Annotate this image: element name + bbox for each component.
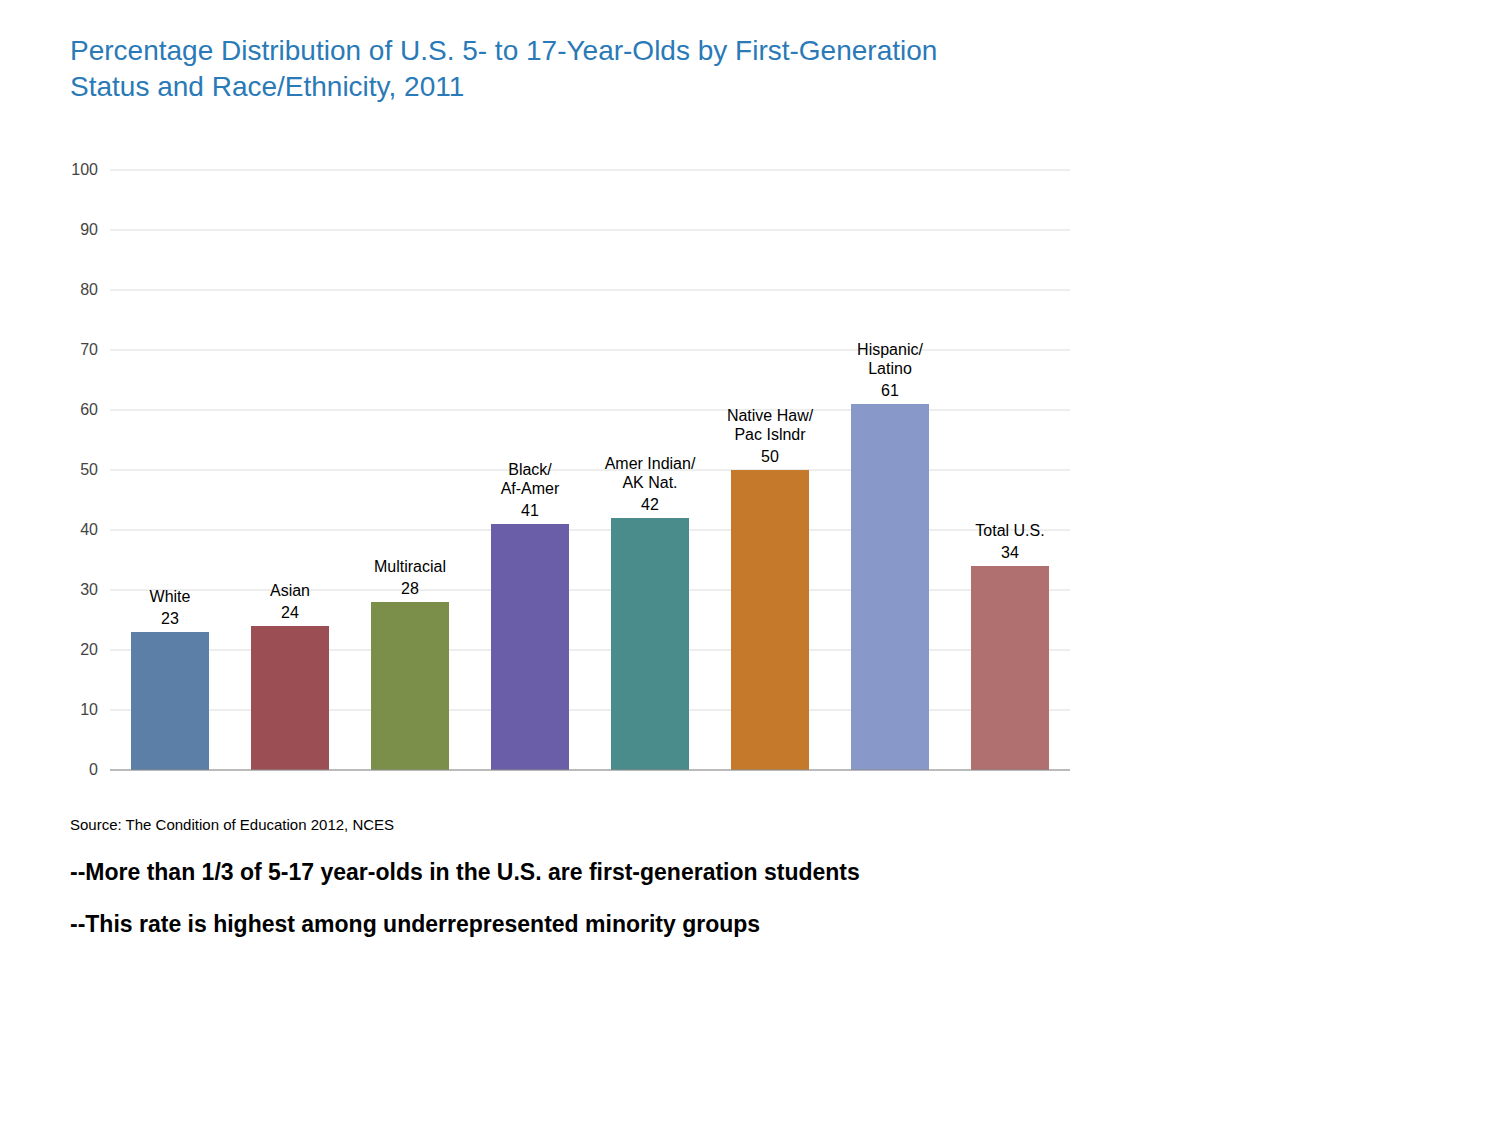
chart-container: Percentage Distribution of U.S. 5- to 17…: [0, 0, 1500, 1125]
bar: [971, 566, 1049, 770]
grid-line: [110, 230, 1070, 231]
category-label: Asian: [270, 582, 310, 599]
grid-line: [110, 770, 1070, 771]
y-tick-label: 80: [80, 281, 98, 298]
source-note: Source: The Condition of Education 2012,…: [70, 816, 394, 833]
data-label: 50: [761, 448, 779, 465]
data-label: 23: [161, 610, 179, 627]
y-axis: 0 10 20 30 40 50 60 70 80 90 100: [71, 161, 1070, 778]
bar: [851, 404, 929, 770]
bar-labels: 23 White 24 Asian 28 Multiracial 41 Black/Af-Am…: [150, 341, 1045, 627]
bar: [131, 632, 209, 770]
y-tick-label: 90: [80, 221, 98, 238]
data-label: 41: [521, 502, 539, 519]
y-tick-label: 100: [71, 161, 98, 178]
category-label: Amer Indian/AK Nat.: [605, 455, 696, 491]
chart-svg: Percentage Distribution of U.S. 5- to 17…: [0, 0, 1500, 1125]
data-label: 28: [401, 580, 419, 597]
y-tick-label: 60: [80, 401, 98, 418]
y-tick-label: 50: [80, 461, 98, 478]
data-label: 34: [1001, 544, 1019, 561]
category-label: Black/Af-Amer: [501, 461, 560, 497]
category-label: Multiracial: [374, 558, 446, 575]
annotation: --This rate is highest among underrepres…: [70, 911, 760, 937]
y-tick-label: 70: [80, 341, 98, 358]
y-tick-label: 0: [89, 761, 98, 778]
chart-title: Percentage Distribution of U.S. 5- to 17…: [70, 35, 937, 102]
bar: [611, 518, 689, 770]
annotation: --More than 1/3 of 5-17 year-olds in the…: [70, 859, 860, 885]
grid-line: [110, 350, 1070, 351]
bar: [731, 470, 809, 770]
grid-line: [110, 290, 1070, 291]
y-tick-label: 10: [80, 701, 98, 718]
y-tick-label: 40: [80, 521, 98, 538]
data-label: 42: [641, 496, 659, 513]
y-tick-label: 30: [80, 581, 98, 598]
bar: [371, 602, 449, 770]
y-tick-label: 20: [80, 641, 98, 658]
data-label: 61: [881, 382, 899, 399]
bar: [491, 524, 569, 770]
category-label: Hispanic/Latino: [857, 341, 923, 377]
data-label: 24: [281, 604, 299, 621]
bars: [131, 404, 1049, 770]
bar: [251, 626, 329, 770]
category-label: White: [150, 588, 191, 605]
category-label: Total U.S.: [975, 522, 1044, 539]
category-label: Native Haw/Pac Islndr: [727, 407, 814, 443]
x-axis-line: [110, 770, 1070, 771]
grid-line: [110, 170, 1070, 171]
